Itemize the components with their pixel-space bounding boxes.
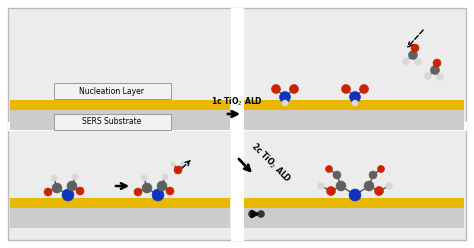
- Circle shape: [181, 161, 185, 166]
- Circle shape: [336, 181, 346, 191]
- Circle shape: [257, 211, 264, 217]
- Circle shape: [72, 174, 78, 180]
- FancyBboxPatch shape: [54, 83, 171, 99]
- Bar: [10, 100, 230, 110]
- Circle shape: [142, 183, 152, 193]
- Circle shape: [411, 44, 419, 52]
- Circle shape: [272, 85, 281, 93]
- Circle shape: [157, 181, 167, 191]
- Circle shape: [76, 187, 84, 195]
- Circle shape: [152, 189, 164, 201]
- Circle shape: [349, 92, 361, 102]
- Circle shape: [359, 85, 368, 93]
- Circle shape: [433, 59, 441, 67]
- Circle shape: [171, 161, 175, 166]
- Circle shape: [327, 186, 336, 195]
- Circle shape: [377, 165, 384, 173]
- Circle shape: [374, 186, 383, 195]
- Circle shape: [141, 175, 147, 181]
- Text: 1c TiO$_2$ ALD: 1c TiO$_2$ ALD: [211, 95, 263, 108]
- Circle shape: [174, 166, 182, 174]
- Circle shape: [318, 183, 325, 189]
- Circle shape: [425, 72, 431, 80]
- Circle shape: [51, 175, 57, 181]
- Circle shape: [369, 171, 377, 179]
- Circle shape: [349, 189, 361, 201]
- FancyBboxPatch shape: [8, 8, 466, 240]
- Text: Nucleation Layer: Nucleation Layer: [80, 87, 145, 95]
- Circle shape: [402, 58, 410, 64]
- Bar: [244, 110, 464, 130]
- Circle shape: [280, 92, 291, 102]
- Circle shape: [364, 181, 374, 191]
- Circle shape: [437, 73, 444, 81]
- Circle shape: [62, 189, 74, 201]
- Circle shape: [290, 85, 299, 93]
- Circle shape: [385, 183, 392, 189]
- Bar: [244, 208, 464, 228]
- Text: SERS Substrate: SERS Substrate: [82, 118, 142, 126]
- Circle shape: [409, 51, 418, 60]
- Circle shape: [282, 100, 288, 106]
- Circle shape: [352, 100, 358, 106]
- Circle shape: [162, 174, 168, 180]
- Circle shape: [341, 85, 350, 93]
- Bar: [244, 100, 464, 110]
- Text: 2c TiO$_2$ ALD: 2c TiO$_2$ ALD: [248, 140, 293, 186]
- Circle shape: [326, 165, 332, 173]
- Bar: [10, 198, 230, 208]
- Circle shape: [333, 171, 341, 179]
- Circle shape: [248, 211, 255, 217]
- Bar: [10, 208, 230, 228]
- Circle shape: [430, 65, 439, 74]
- Circle shape: [166, 187, 174, 195]
- Circle shape: [414, 59, 421, 65]
- Circle shape: [134, 188, 142, 196]
- FancyBboxPatch shape: [54, 114, 171, 130]
- Bar: [244, 198, 464, 208]
- Circle shape: [67, 181, 77, 191]
- Circle shape: [44, 188, 52, 196]
- Bar: [10, 110, 230, 130]
- Circle shape: [52, 183, 62, 193]
